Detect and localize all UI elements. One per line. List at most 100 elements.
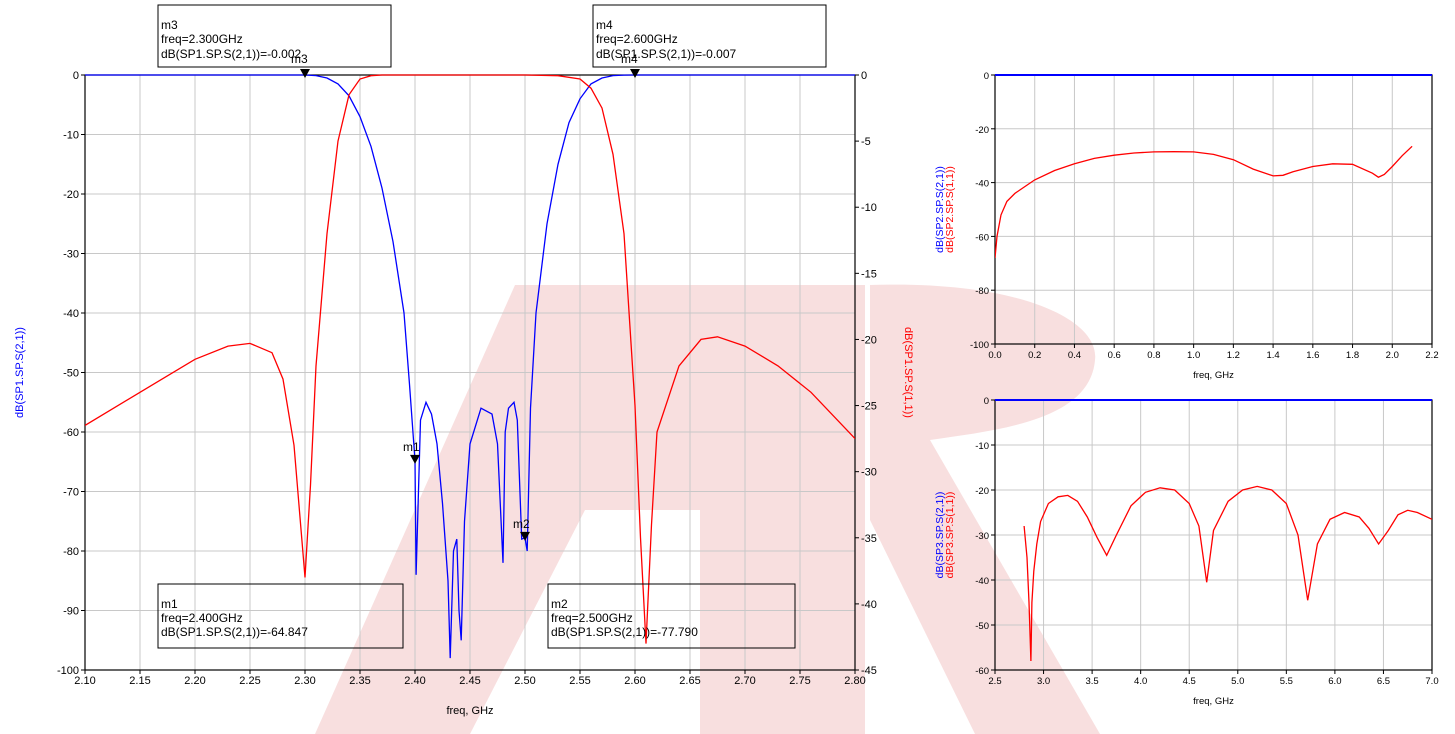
- series-line-s11: [995, 145, 1413, 258]
- marker-label-m3: m3: [291, 52, 308, 66]
- y-tick-label: -100: [57, 665, 79, 677]
- x-tick-label: 1.6: [1306, 350, 1319, 361]
- y-tick-label: -90: [63, 606, 79, 618]
- y-tick-label: -50: [975, 621, 989, 632]
- x-tick-label: 3.5: [1086, 676, 1099, 687]
- y-tick-label: -80: [63, 546, 79, 558]
- x-tick-label: 2.55: [569, 675, 590, 687]
- y-tick-label: -60: [63, 427, 79, 439]
- x-tick-label: 5.5: [1280, 676, 1293, 687]
- y-axis-label-s11: dB(SP2.SP.S(1,1)): [944, 166, 956, 253]
- watermark-logo: [315, 284, 1100, 734]
- x-tick-label: 0.2: [1028, 350, 1041, 361]
- annotation-line: m4: [596, 18, 613, 32]
- y-tick-label: -30: [63, 249, 79, 261]
- x-tick-label: 2.20: [184, 675, 205, 687]
- x-tick-label: 4.0: [1134, 676, 1147, 687]
- marker-label-m2: m2: [513, 517, 530, 531]
- y-tick-label: -40: [975, 179, 989, 190]
- y-tick-label: -20: [975, 486, 989, 497]
- annotation-line: freq=2.400GHz: [161, 611, 243, 625]
- y-tick-label: -80: [975, 286, 989, 297]
- x-tick-label: 0.4: [1068, 350, 1081, 361]
- marker-m4: [630, 69, 640, 79]
- y-right-tick-label: 0: [861, 70, 867, 82]
- annotation-line: dB(SP1.SP.S(2,1))=-77.790: [551, 625, 698, 639]
- annotation-line: dB(SP1.SP.S(2,1))=-0.002: [161, 47, 302, 61]
- x-tick-label: 2.15: [129, 675, 150, 687]
- top-right-chart: 0.0 0.2 0.4 0.6 0.8 1.0 1.2 1.4 1.6 1.8 2.0 2.2 0 -20…: [934, 71, 1439, 381]
- y-axis-label-right: dB(SP1.SP.S(1,1)): [902, 327, 914, 418]
- y-right-tick-label: -30: [861, 467, 877, 479]
- annotation-line: dB(SP1.SP.S(2,1))=-64.847: [161, 625, 308, 639]
- annotation-box-m3: [157, 4, 392, 68]
- x-axis-label: freq, GHz: [1193, 696, 1234, 707]
- y-axis-label-s21: dB(SP3.SP.S(2,1)): [934, 492, 946, 579]
- annotation-box-m4: [592, 4, 827, 68]
- y-tick-label: -20: [63, 189, 79, 201]
- y-tick-label: -40: [63, 308, 79, 320]
- annotation-line: freq=2.300GHz: [161, 32, 243, 46]
- marker-label-m1: m1: [403, 440, 420, 454]
- marker-m1: [410, 454, 420, 464]
- x-tick-label: 1.0: [1187, 350, 1200, 361]
- main-chart: 2.10 2.15 2.20 2.25 2.30 2.35 2.40 2.45 2.50 2.55…: [14, 4, 914, 717]
- y-axis-label-s11: dB(SP3.SP.S(1,1)): [944, 492, 956, 579]
- x-tick-label: 2.65: [679, 675, 700, 687]
- x-tick-label: 2.5: [988, 676, 1001, 687]
- x-tick-label: 0.8: [1147, 350, 1160, 361]
- series-line-s11: [1023, 485, 1432, 662]
- y-tick-label: -70: [63, 487, 79, 499]
- x-tick-label: 2.2: [1425, 350, 1438, 361]
- series-line-s11: [85, 74, 855, 644]
- y-tick-label: -60: [975, 666, 989, 677]
- plot-frame: [994, 74, 1433, 345]
- annotation-line: freq=2.500GHz: [551, 611, 633, 625]
- x-tick-label: 2.75: [789, 675, 810, 687]
- x-tick-label: 2.45: [459, 675, 480, 687]
- x-axis-label: freq, GHz: [446, 705, 493, 717]
- x-tick-label: 4.5: [1183, 676, 1196, 687]
- y-right-tick-label: -20: [861, 334, 877, 346]
- x-tick-label: 2.80: [844, 675, 865, 687]
- x-tick-label: 2.70: [734, 675, 755, 687]
- annotation-line: m1: [161, 597, 178, 611]
- bottom-right-chart: 2.5 3.0 3.5 4.0 4.5 5.0 5.5 6.0 6.5 7.0 0 -10 -20 -30…: [934, 396, 1439, 707]
- x-tick-label: 2.10: [74, 675, 95, 687]
- marker-label-m4: m4: [621, 52, 638, 66]
- watermark-shape-left: [315, 285, 865, 734]
- x-tick-label: 6.5: [1377, 676, 1390, 687]
- y-tick-label: -20: [975, 125, 989, 136]
- x-tick-label: 2.25: [239, 675, 260, 687]
- y-tick-label: -60: [975, 232, 989, 243]
- y-tick-label: -10: [63, 130, 79, 142]
- x-tick-label: 1.2: [1227, 350, 1240, 361]
- y-tick-label: -100: [970, 340, 989, 351]
- annotation-line: m2: [551, 597, 568, 611]
- series-line-s21: [85, 74, 855, 659]
- y-axis-label-left: dB(SP1.SP.S(2,1)): [14, 327, 26, 418]
- marker-m2: [520, 531, 530, 541]
- x-tick-label: 2.50: [514, 675, 535, 687]
- y-tick-label: 0: [73, 70, 79, 82]
- annotation-box-m1: [157, 583, 404, 649]
- y-tick-label: -30: [975, 531, 989, 542]
- y-right-tick-label: -40: [861, 599, 877, 611]
- y-tick-label: 0: [984, 396, 989, 407]
- annotation-line: freq=2.600GHz: [596, 32, 678, 46]
- marker-m3: [300, 69, 310, 79]
- x-tick-label: 1.4: [1266, 350, 1279, 361]
- x-tick-label: 2.0: [1386, 350, 1399, 361]
- y-right-tick-label: -45: [861, 665, 877, 677]
- x-tick-label: 1.8: [1346, 350, 1359, 361]
- x-tick-label: 6.0: [1328, 676, 1341, 687]
- y-right-tick-label: -35: [861, 533, 877, 545]
- y-right-tick-label: -15: [861, 268, 877, 280]
- x-tick-label: 0.0: [988, 350, 1001, 361]
- y-right-tick-label: -25: [861, 401, 877, 413]
- annotation-box-m2: [547, 583, 796, 649]
- y-tick-label: -50: [63, 368, 79, 380]
- x-tick-label: 2.60: [624, 675, 645, 687]
- y-right-tick-label: -5: [861, 136, 871, 148]
